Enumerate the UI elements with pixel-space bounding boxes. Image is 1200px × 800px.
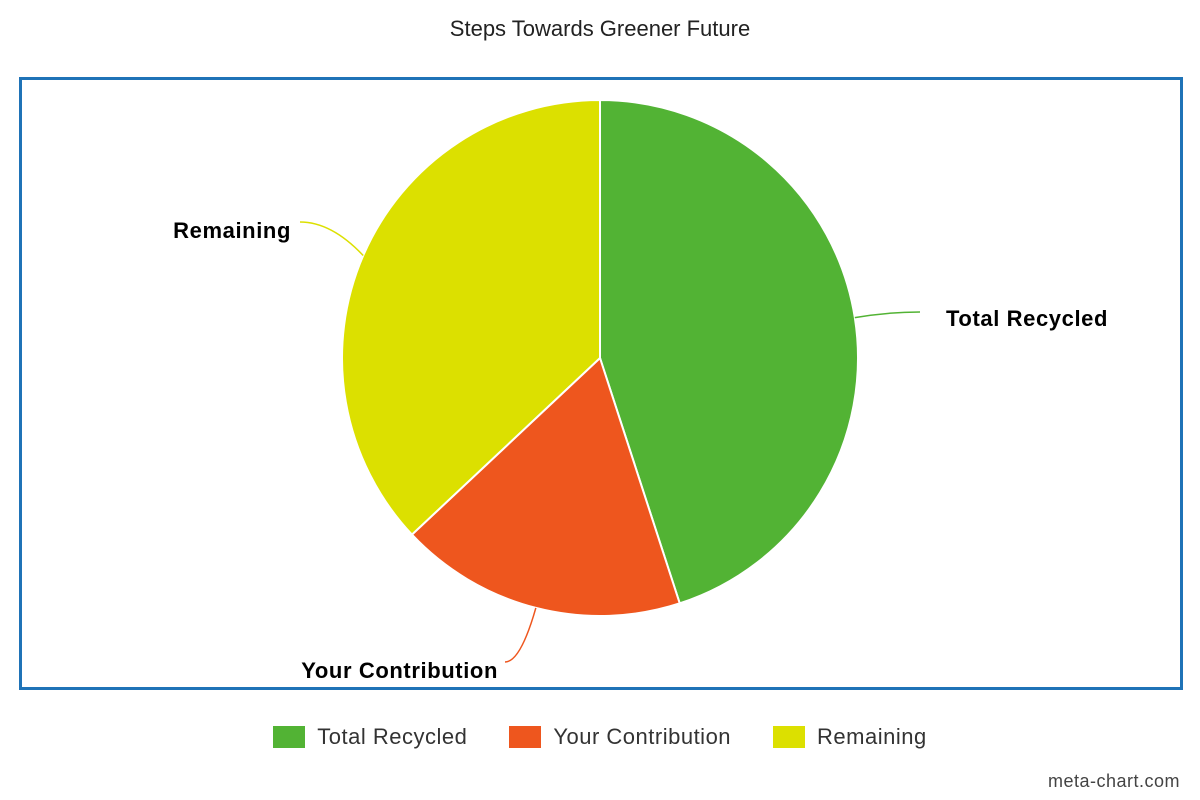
legend-swatch-total-recycled bbox=[273, 726, 306, 748]
slice-label-total-recycled: Total Recycled bbox=[946, 306, 1108, 331]
pie-slices bbox=[341, 98, 859, 617]
connector-total-recycled bbox=[854, 311, 921, 319]
slice-label-remaining: Remaining bbox=[173, 218, 291, 243]
pie-slice-remaining[interactable] bbox=[341, 98, 601, 537]
legend: Total Recycled Your Contribution Remaini… bbox=[0, 724, 1200, 750]
legend-item-total-recycled[interactable]: Total Recycled bbox=[273, 724, 467, 750]
credit-text[interactable]: meta-chart.com bbox=[1047, 771, 1180, 791]
legend-swatch-remaining bbox=[773, 726, 806, 748]
plot-frame bbox=[19, 77, 1183, 690]
connector-remaining bbox=[299, 221, 364, 257]
legend-item-remaining[interactable]: Remaining bbox=[773, 724, 927, 750]
legend-label-remaining: Remaining bbox=[817, 724, 927, 749]
label-connectors bbox=[299, 221, 921, 663]
legend-item-your-contribution[interactable]: Your Contribution bbox=[509, 724, 731, 750]
slice-label-your-contribution: Your Contribution bbox=[301, 658, 498, 683]
slice-labels: Total Recycled Your Contribution Remaining bbox=[173, 218, 1108, 683]
connector-your-contribution bbox=[504, 607, 537, 663]
chart-title: Steps Towards Greener Future bbox=[449, 16, 751, 41]
legend-label-your-contribution: Your Contribution bbox=[553, 724, 732, 749]
pie-slice-total-recycled[interactable] bbox=[599, 98, 859, 605]
legend-label-total-recycled: Total Recycled bbox=[317, 724, 468, 749]
legend-swatch-your-contribution bbox=[509, 726, 542, 748]
